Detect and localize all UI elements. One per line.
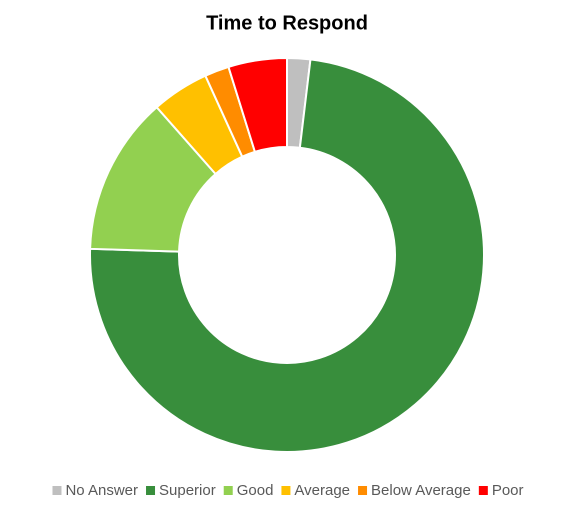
- legend-item: Good: [223, 482, 274, 499]
- slice: [227, 56, 288, 154]
- legend-label: Average: [294, 482, 350, 499]
- legend-swatch: [223, 486, 233, 495]
- legend-label: Superior: [159, 482, 216, 499]
- legend-label: Good: [237, 482, 274, 499]
- slice: [89, 58, 485, 453]
- legend-item: Poor: [478, 482, 524, 499]
- legend-item: Below Average: [358, 482, 471, 499]
- legend-swatch: [478, 486, 488, 495]
- slices: [89, 56, 485, 453]
- legend-label: No Answer: [65, 482, 138, 499]
- legend-swatch: [358, 486, 368, 495]
- legend-swatch: [52, 486, 62, 495]
- legend-item: Superior: [146, 482, 216, 499]
- legend-swatch: [146, 486, 156, 495]
- legend-label: Below Average: [371, 482, 471, 499]
- legend: No Answer Superior Good Average Below Averag…: [52, 482, 524, 499]
- legend-swatch: [281, 486, 291, 495]
- legend-item: Average: [281, 482, 350, 499]
- chart-title: Time to Respond: [206, 12, 368, 34]
- legend-item: No Answer: [52, 482, 138, 499]
- legend-label: Poor: [492, 482, 524, 499]
